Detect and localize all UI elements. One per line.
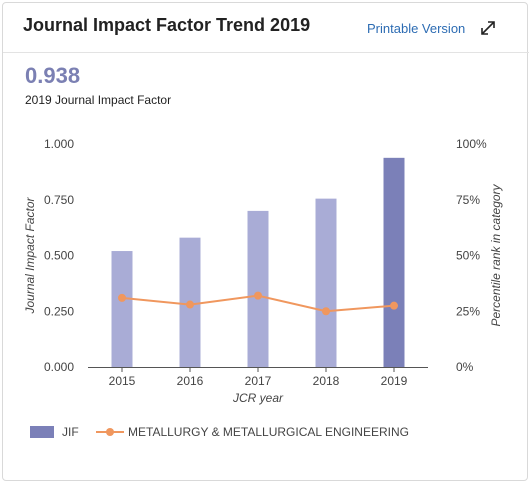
jif-bar <box>383 157 405 367</box>
category-rank-point <box>322 307 330 316</box>
x-tick-label: 2015 <box>109 374 136 388</box>
jif-bar <box>247 210 269 367</box>
jif-bar <box>315 198 337 367</box>
category-rank-point <box>254 291 262 300</box>
printable-version-link[interactable]: Printable Version <box>367 21 466 36</box>
y2-tick-label: 75% <box>456 193 480 207</box>
y2-tick-label: 100% <box>456 137 487 151</box>
y-tick-label: 0.500 <box>44 249 74 263</box>
y2-tick-label: 0% <box>456 360 474 374</box>
jif-trend-card: Journal Impact Factor Trend 2019 Printab… <box>2 2 529 481</box>
x-tick-label: 2019 <box>381 374 408 388</box>
x-tick-label: 2017 <box>245 374 272 388</box>
x-tick-label: 2016 <box>177 374 204 388</box>
x-tick-label: 2018 <box>313 374 340 388</box>
jif-value: 0.938 <box>25 63 81 88</box>
y2-axis-label: Percentile rank in category <box>489 183 503 326</box>
y-tick-label: 0.250 <box>44 304 74 318</box>
y2-tick-label: 25% <box>456 304 480 318</box>
category-rank-point <box>186 300 194 309</box>
jif-caption: 2019 Journal Impact Factor <box>25 93 172 107</box>
y-tick-label: 0.750 <box>44 193 74 207</box>
y-axis-label: Journal Impact Factor <box>23 196 37 314</box>
y2-tick-label: 50% <box>456 249 480 263</box>
card-title: Journal Impact Factor Trend 2019 <box>23 15 311 35</box>
card-header: Journal Impact Factor Trend 2019 Printab… <box>3 3 529 53</box>
expand-icon[interactable] <box>479 19 497 37</box>
category-rank-point <box>118 293 126 302</box>
y-tick-label: 0.000 <box>44 360 74 374</box>
jif-bar <box>111 251 133 367</box>
x-axis-label: JCR year <box>232 391 284 405</box>
y-tick-label: 1.000 <box>44 137 74 151</box>
category-rank-point <box>390 301 398 310</box>
